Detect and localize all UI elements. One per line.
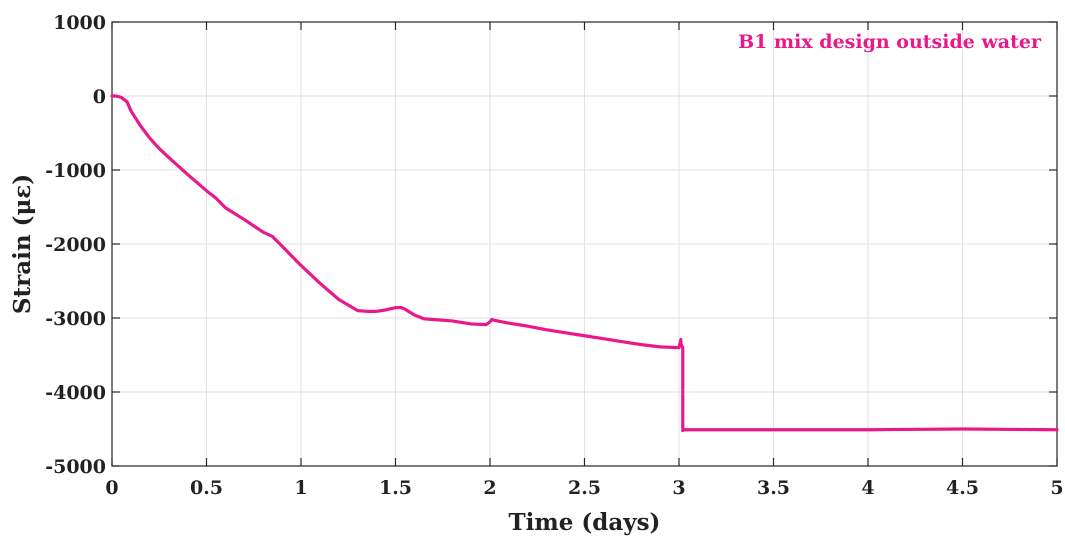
y-tick-label: -5000	[45, 456, 106, 478]
y-tick-label: 1000	[53, 12, 106, 34]
y-tick-label: 0	[93, 86, 106, 108]
x-tick-label: 0.5	[190, 477, 223, 499]
x-tick-label: 1	[294, 477, 307, 499]
y-tick-label: -1000	[45, 160, 106, 182]
x-tick-label: 2	[483, 477, 496, 499]
x-axis-title: Time (days)	[509, 509, 661, 536]
y-tick-label: -4000	[45, 382, 106, 404]
y-tick-label: -2000	[45, 234, 106, 256]
grid-layer	[112, 22, 1057, 466]
series-layer	[110, 94, 1059, 433]
y-tick-label: -3000	[45, 308, 106, 330]
x-tick-label: 0	[105, 477, 118, 499]
series-line	[110, 94, 1059, 433]
x-tick-label: 4.5	[946, 477, 979, 499]
x-tick-label: 2.5	[568, 477, 601, 499]
axis-layer: 0 0.5 1 1.5 2 2.5 3 3.5 4 4.5 5 1000 0 -1000 -2000 -300…	[45, 12, 1063, 499]
x-tick-label: 5	[1050, 477, 1063, 499]
x-tick-label: 3	[672, 477, 685, 499]
x-tick-label: 4	[861, 477, 874, 499]
label-layer: B1 mix design outside water Time (days) …	[9, 31, 1042, 536]
series-annotation: B1 mix design outside water	[738, 31, 1042, 53]
x-tick-label: 1.5	[379, 477, 412, 499]
plot-frame	[111, 21, 1058, 467]
y-axis-title: Strain (με)	[9, 174, 36, 314]
x-tick-label: 3.5	[757, 477, 790, 499]
